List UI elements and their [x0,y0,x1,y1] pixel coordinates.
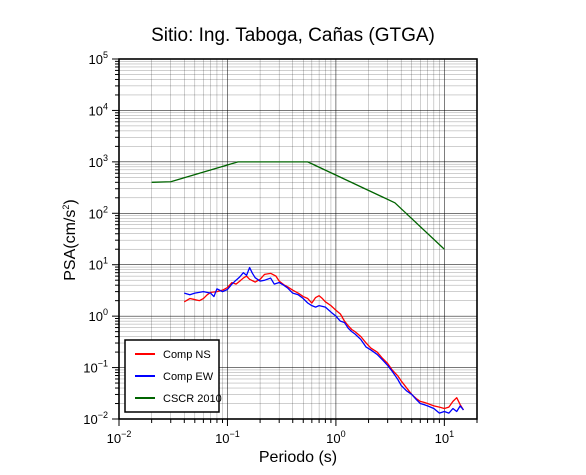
plot-border [118,58,478,420]
y-axis-title-tail: ) [62,199,79,204]
series-group [151,161,465,414]
y-tick-label: 10−2 [83,410,108,427]
legend-label: Comp EW [163,371,214,383]
y-tick-label: 103 [89,153,108,170]
x-tick-label: 10−1 [215,429,240,446]
legend-label: CSCR 2010 [163,393,222,405]
y-axis-title-main: PSA(cm/s [62,210,79,281]
legend: Comp NS Comp EW CSCR 2010 [124,339,222,413]
y-tick-label: 104 [89,101,108,118]
x-tick-label: 101 [435,429,454,446]
y-axis-title-sup: 2 [61,205,71,210]
y-tick-label: 10−1 [83,359,108,376]
y-tick-label: 102 [89,204,108,221]
tick-labels: 10−2 10−1 100 101 10−2 10−1 100 101 102 103 104 105 [83,50,454,446]
x-tick-label: 10−2 [107,429,132,446]
legend-entries: Comp NS Comp EW CSCR 2010 [135,349,222,405]
legend-label: Comp NS [163,349,211,361]
series-line-comp-ew [184,266,464,414]
y-tick-label: 100 [89,307,108,324]
y-axis-title: PSA(cm/s2) [61,199,79,280]
chart-title: Sitio: Ing. Taboga, Cañas (GTGA) [151,25,435,46]
x-tick-label: 100 [326,429,345,446]
y-tick-label: 105 [89,50,108,67]
y-tick-label: 101 [89,256,108,273]
x-axis-title: Periodo (s) [259,449,337,466]
series-line-comp-ns [183,272,465,411]
series-line-cscr-2010 [151,161,445,250]
plot-frame [112,58,478,426]
